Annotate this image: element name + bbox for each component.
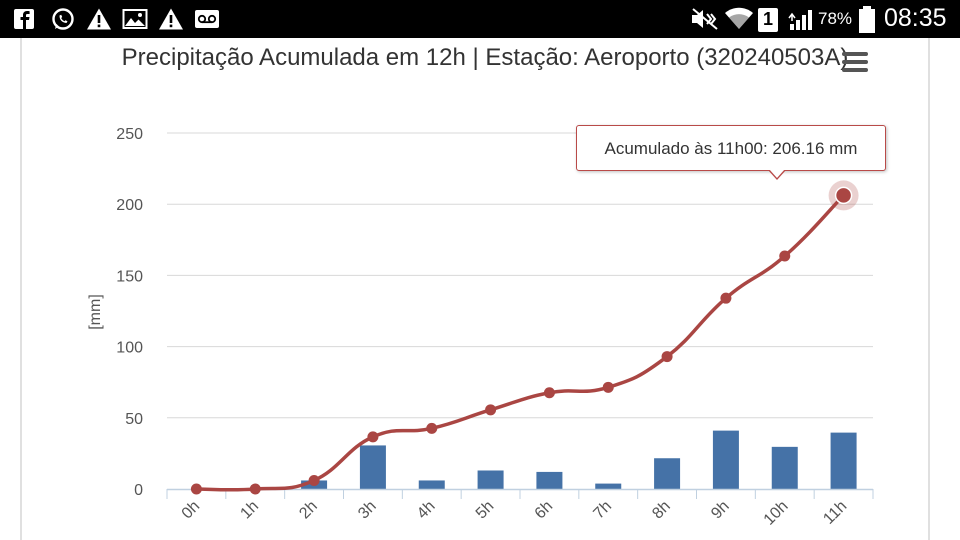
x-tick-label: 11h [820, 498, 850, 528]
y-axis-title: [mm] [87, 294, 104, 330]
status-clock: 08:35 [884, 4, 947, 32]
voicemail-icon [195, 10, 219, 28]
card-border-right [928, 38, 930, 540]
bar [418, 480, 445, 489]
y-tick-label: 0 [134, 482, 143, 499]
line-point [543, 387, 555, 399]
x-tick-label: 4h [414, 498, 439, 523]
x-tick-label: 3h [355, 498, 380, 523]
line-point [602, 381, 614, 393]
x-tick-label: 8h [649, 498, 674, 523]
x-tick-label: 0h [179, 498, 204, 523]
line-point [426, 422, 438, 434]
bar-series [301, 430, 857, 489]
wifi-icon [725, 7, 753, 29]
y-tick-label: 150 [116, 268, 143, 285]
sim-icon: 1 [758, 8, 778, 32]
bar [595, 483, 622, 489]
x-axis [166, 488, 874, 499]
bar [771, 446, 798, 489]
battery-icon [859, 6, 875, 33]
facebook-icon [14, 9, 34, 29]
x-tick-label: 5h [473, 498, 498, 523]
y-tick-label: 50 [125, 411, 143, 428]
line-point [720, 292, 732, 304]
x-tick-label: 2h [296, 498, 321, 523]
bar [830, 432, 857, 489]
y-tick-label: 100 [116, 340, 143, 357]
point-tooltip: Acumulado às 11h00: 206.16 mm [576, 125, 886, 171]
line-point [249, 483, 261, 495]
chart-title: Precipitação Acumulada em 12h | Estação:… [121, 44, 849, 71]
line-point [779, 250, 791, 262]
line-point [308, 474, 320, 486]
sim-slot-label: 1 [762, 9, 773, 29]
warning-icon [159, 8, 183, 30]
signal-icon [788, 10, 812, 30]
bar [654, 458, 681, 489]
bar [477, 470, 504, 489]
y-tick-labels: 0 50 100 150 200 250 [116, 126, 143, 499]
x-tick-label: 9h [708, 498, 733, 523]
line-points [190, 180, 859, 495]
battery-percent: 78% [818, 9, 853, 28]
bar [359, 445, 386, 489]
line-point [190, 483, 202, 495]
y-tick-label: 200 [116, 197, 143, 214]
y-tick-label: 250 [116, 126, 143, 143]
x-tick-label: 10h [761, 498, 792, 529]
x-tick-label: 7h [590, 498, 615, 523]
line-series [196, 194, 845, 492]
line-point [485, 404, 497, 416]
chart-menu-button[interactable] [836, 48, 872, 76]
bar [536, 471, 563, 489]
card-border-left [20, 38, 22, 540]
x-tick-label: 1h [237, 498, 262, 523]
image-icon [122, 9, 148, 29]
whatsapp-icon [52, 8, 74, 30]
bar [712, 430, 739, 489]
line-point [661, 351, 673, 363]
accumulated-line [196, 194, 845, 492]
tooltip-arrow-inner [769, 169, 785, 178]
status-bar: 1 78% 08:35 [0, 0, 960, 38]
x-tick-labels: 0h 1h 2h 3h 4h 5h 6h 7h 8h 9h 10h 11h [179, 498, 851, 529]
line-point [367, 431, 379, 443]
warning-icon [87, 8, 111, 30]
x-tick-label: 6h [532, 498, 557, 523]
highlighted-point [834, 186, 853, 205]
mute-icon [692, 8, 718, 30]
